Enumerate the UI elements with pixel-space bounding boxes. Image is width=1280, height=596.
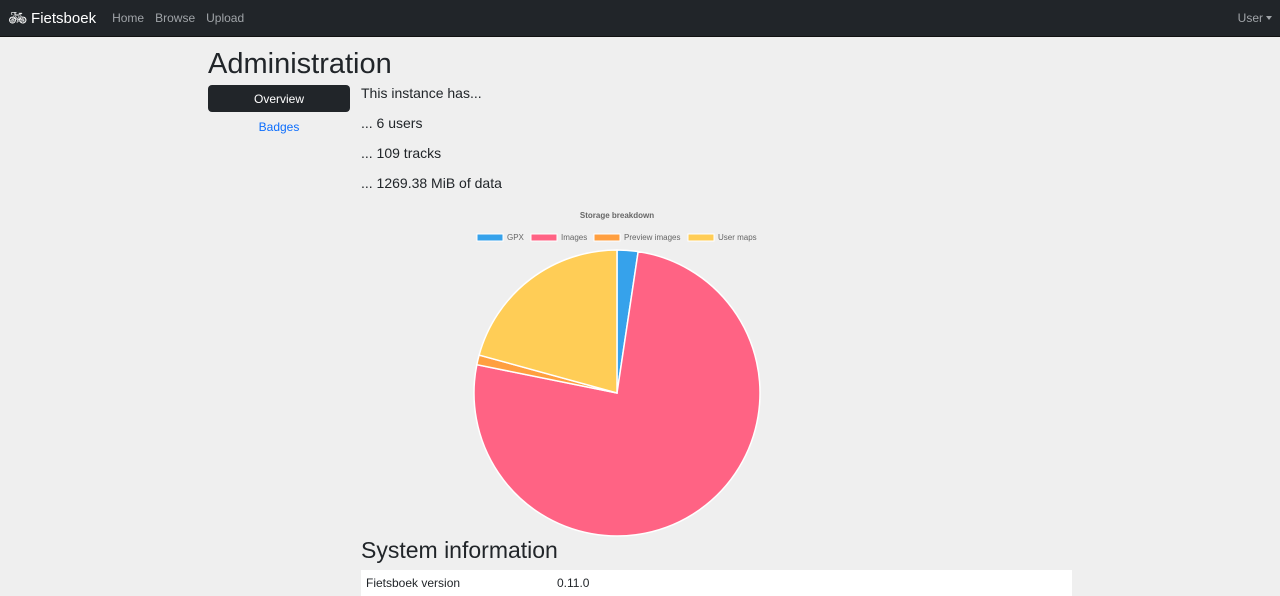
legend-swatch[interactable]: [593, 233, 621, 242]
legend-label[interactable]: GPX: [507, 233, 525, 242]
sidebar-item-overview[interactable]: Overview: [208, 85, 350, 112]
legend-swatch[interactable]: [687, 233, 715, 242]
table-row: Fietsboek version 0.11.0: [361, 570, 1072, 596]
row-label: Fietsboek version: [366, 576, 461, 590]
storage-pie-chart: Storage breakdown GPX Images Preview image…: [473, 211, 761, 537]
row-value: 0.11.0: [557, 576, 590, 590]
stats-tracks: ... 109 tracks: [361, 145, 442, 161]
nav-upload[interactable]: Upload: [206, 11, 245, 25]
stats-users: ... 6 users: [361, 115, 423, 131]
stats-data: ... 1269.38 MiB of data: [361, 175, 502, 191]
legend-label[interactable]: User maps: [718, 233, 757, 242]
stats-intro: This instance has...: [361, 85, 482, 101]
user-dropdown[interactable]: User: [1238, 11, 1272, 25]
chart-title: Storage breakdown: [580, 211, 654, 220]
system-info-title: System information: [361, 537, 558, 563]
legend-label[interactable]: Images: [561, 233, 587, 242]
legend-label[interactable]: Preview images: [624, 233, 680, 242]
brand-link[interactable]: 🚲︎ Fietsboek: [8, 9, 97, 28]
system-info-table: Fietsboek version 0.11.0: [361, 570, 1072, 596]
pie-slice-user-maps[interactable]: [478, 249, 618, 394]
navbar: 🚲︎ Fietsboek Home Browse Upload User: [0, 0, 1280, 37]
stats: This instance has... ... 6 users ... 109…: [361, 85, 1072, 205]
nav-home[interactable]: Home: [112, 11, 145, 25]
legend-swatch[interactable]: [476, 233, 504, 242]
sidebar-item-badges[interactable]: Badges: [258, 120, 300, 134]
legend-swatch[interactable]: [530, 233, 558, 242]
bicycle-icon: 🚲︎: [8, 10, 28, 27]
sidebar: Overview Badges: [208, 85, 350, 134]
page-title: Administration: [208, 48, 392, 80]
brand-name: Fietsboek: [31, 9, 97, 27]
nav-browse[interactable]: Browse: [155, 11, 196, 25]
